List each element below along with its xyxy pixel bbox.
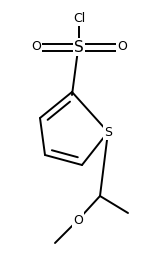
Text: Cl: Cl [73,11,85,24]
Text: O: O [117,40,127,53]
Text: S: S [74,39,84,55]
Text: O: O [31,40,41,53]
Text: O: O [73,214,83,227]
Text: S: S [104,126,112,139]
